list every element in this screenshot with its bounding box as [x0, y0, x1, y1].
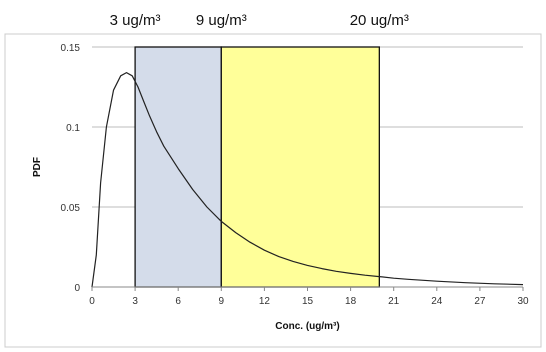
x-tick-label-9: 27: [474, 296, 486, 307]
x-tick-label-4: 12: [259, 296, 271, 307]
band-1: [220, 46, 380, 288]
y-tick-label-1: 0.05: [61, 203, 81, 214]
highlight-bands: [134, 46, 380, 288]
annotation-label-1: 9 ug/m³: [196, 12, 247, 29]
pdf-curve-layer: [91, 71, 524, 288]
x-tick-label-3: 9: [219, 296, 225, 307]
annotation-label-2: 20 ug/m³: [350, 12, 409, 29]
y-axis-title: PDF: [32, 157, 43, 177]
y-tick-label-3: 0.15: [61, 43, 81, 54]
chart-border: [4, 33, 542, 348]
x-tick-label-2: 6: [175, 296, 181, 307]
y-tick-label-0: 0: [74, 283, 80, 294]
x-tick-label-8: 24: [431, 296, 443, 307]
x-tick-label-6: 18: [345, 296, 357, 307]
annotations: 3 ug/m³ 9 ug/m³ 20 ug/m³: [110, 12, 409, 29]
x-tick-label-1: 3: [132, 296, 138, 307]
band-0: [134, 46, 222, 288]
x-tick-label-10: 30: [517, 296, 529, 307]
annotation-label-0: 3 ug/m³: [110, 12, 161, 29]
x-tick-label-7: 21: [388, 296, 400, 307]
x-tick-label-0: 0: [89, 296, 95, 307]
x-tick-labels: 0 3 6 9 12 15 18 21 24 27 30: [89, 287, 529, 307]
y-tick-labels: 0 0.05 0.1 0.15: [61, 43, 81, 294]
y-tick-label-2: 0.1: [66, 123, 80, 134]
x-axis-title: Conc. (ug/m³): [275, 321, 339, 332]
x-tick-label-5: 15: [302, 296, 314, 307]
series-line-0: [91, 71, 524, 288]
